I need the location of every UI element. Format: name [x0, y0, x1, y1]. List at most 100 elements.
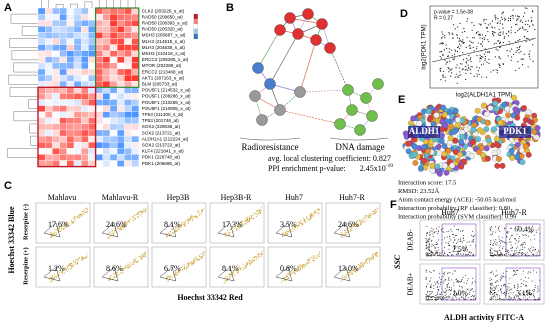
event-dot — [429, 255, 430, 256]
event-dot — [128, 266, 129, 267]
scatter-dot — [494, 43, 495, 44]
event-dot — [67, 267, 68, 268]
scatter-dot — [478, 31, 479, 32]
event-dot — [251, 216, 252, 217]
heatmap-cell — [38, 106, 45, 112]
event-dot — [438, 297, 439, 298]
scatter-dot — [534, 29, 535, 30]
event-dot — [316, 210, 317, 211]
scatter-dot — [531, 17, 532, 18]
scatter-dot — [441, 37, 442, 38]
event-dot — [502, 242, 503, 243]
heatmap-cell — [96, 57, 103, 63]
gene-label: PDK1 (206686_at) — [142, 161, 181, 166]
scatter-dot — [501, 17, 502, 18]
gene-label: MTOR (202288_at) — [142, 63, 182, 68]
scatter-dot — [498, 40, 499, 41]
heatmap-cell — [67, 32, 74, 38]
event-dot — [136, 213, 137, 214]
event-dot — [130, 266, 131, 267]
heatmap-cell — [45, 39, 52, 45]
event-dot — [137, 261, 138, 262]
scatter-dot — [519, 39, 520, 40]
heatmap-cell — [67, 130, 74, 136]
event-dot — [224, 282, 225, 283]
event-dot — [79, 214, 80, 215]
heatmap-cell — [38, 63, 45, 69]
heatmap-cell — [96, 69, 103, 75]
gene-label: TP53 (211300_s_at) — [142, 112, 184, 117]
event-dot — [360, 221, 361, 222]
scatter-dot — [502, 19, 503, 20]
event-dot — [341, 236, 342, 237]
heatmap-cell — [124, 124, 131, 130]
scatter-dot — [442, 36, 443, 37]
event-dot — [306, 216, 307, 217]
event-dot — [364, 217, 365, 218]
scatter-dot — [466, 69, 467, 70]
event-dot — [460, 241, 461, 242]
gate-percent: 3.1% — [516, 289, 532, 298]
event-dot — [499, 298, 500, 299]
heatmap-cell — [45, 8, 52, 14]
scatter-dot — [479, 35, 480, 36]
heatmap-cell — [52, 39, 59, 45]
event-dot — [374, 211, 375, 212]
heatmap-cell — [88, 8, 95, 14]
event-dot — [171, 229, 172, 230]
heatmap-cell — [132, 93, 139, 99]
panel-letter: C — [4, 180, 12, 192]
event-dot — [494, 250, 495, 251]
event-dot — [469, 241, 470, 242]
heatmap-cell — [67, 39, 74, 45]
heatmap-cell — [132, 69, 139, 75]
event-dot — [286, 273, 287, 274]
event-dot — [493, 255, 494, 256]
protein-atom — [523, 144, 529, 150]
heatmap-cell — [38, 51, 45, 57]
event-dot — [75, 262, 76, 263]
event-dot — [500, 279, 501, 280]
docking-metric: Interaction score: 17.5 — [398, 179, 456, 186]
event-dot — [434, 254, 435, 255]
event-dot — [431, 272, 432, 273]
heatmap-cell — [52, 8, 59, 14]
event-dot — [432, 253, 433, 254]
heatmap-cell — [110, 8, 117, 14]
event-dot — [533, 247, 534, 248]
event-dot — [457, 281, 458, 282]
scatter-dot — [478, 70, 479, 71]
heatmap-cell — [38, 161, 45, 167]
event-dot — [429, 246, 430, 247]
event-dot — [76, 216, 77, 217]
heatmap-cell — [38, 8, 45, 14]
axis-title: log2(PDK1 TPM) — [422, 24, 428, 69]
protein-atom — [406, 141, 412, 147]
event-dot — [110, 236, 111, 237]
heatmap-cell — [38, 87, 45, 93]
heatmap-cell — [52, 75, 59, 81]
event-dot — [351, 230, 352, 231]
heatmap-cell — [117, 136, 124, 142]
scatter-dot — [442, 55, 443, 56]
heatmap-cell — [52, 142, 59, 148]
event-dot — [55, 276, 56, 277]
heatmap-cell — [45, 142, 52, 148]
heatmap-cell — [45, 93, 52, 99]
gene-label: ERCC2 (205285_s_at) — [142, 57, 189, 62]
scatter-dot — [457, 26, 458, 27]
scatter-dot — [487, 31, 488, 32]
scatter-dot — [466, 47, 467, 48]
scatter-dot — [517, 18, 518, 19]
event-dot — [472, 283, 473, 284]
heatmap-cell — [81, 20, 88, 26]
heatmap-cell — [52, 63, 59, 69]
event-dot — [317, 257, 318, 258]
protein-atom — [526, 109, 532, 115]
event-dot — [199, 255, 200, 256]
event-dot — [57, 275, 58, 276]
scatter-dot — [440, 68, 441, 69]
heatmap-cell — [81, 63, 88, 69]
event-dot — [168, 232, 169, 233]
event-dot — [468, 278, 469, 279]
